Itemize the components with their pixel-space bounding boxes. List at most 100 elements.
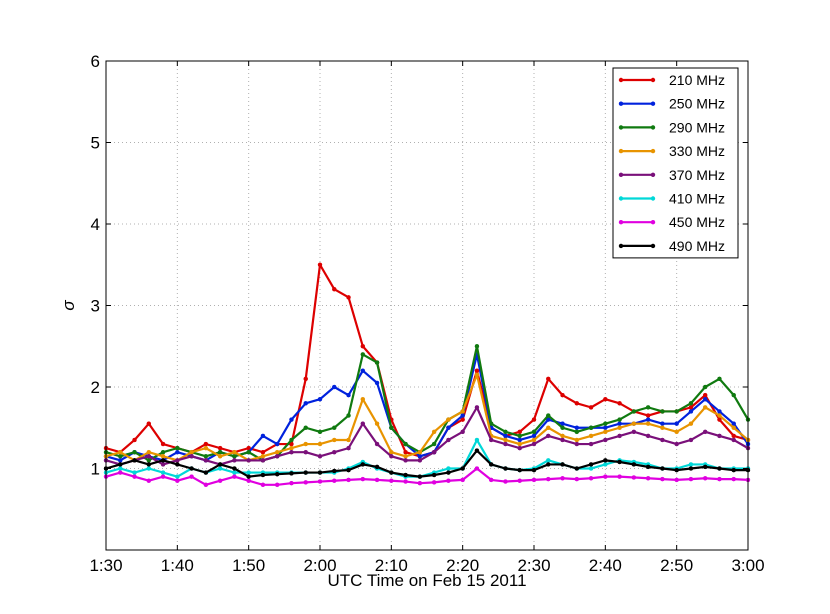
data-point [175, 445, 180, 451]
legend-marker [618, 101, 624, 106]
data-point [717, 376, 722, 382]
data-point [289, 449, 294, 455]
data-point [717, 413, 722, 418]
data-point [217, 462, 223, 467]
data-point [688, 421, 694, 426]
data-point [303, 376, 308, 382]
data-point [175, 474, 180, 479]
y-tick-label: 4 [91, 215, 100, 234]
data-point [531, 433, 537, 439]
data-point [346, 437, 351, 443]
data-point [517, 478, 522, 483]
data-point [517, 433, 522, 439]
legend-marker [618, 125, 624, 130]
data-point [560, 462, 565, 467]
legend-label: 490 MHz [669, 238, 725, 254]
data-point [289, 471, 294, 476]
data-point [574, 476, 580, 482]
data-point [546, 462, 551, 467]
data-point [303, 480, 308, 485]
data-point [132, 449, 137, 455]
data-point [431, 480, 437, 485]
data-point [374, 441, 380, 447]
data-point [217, 454, 223, 459]
data-point [560, 476, 565, 481]
data-point [417, 474, 423, 479]
data-point [560, 425, 565, 430]
data-point [346, 477, 351, 483]
data-point [203, 482, 209, 488]
data-point [731, 437, 736, 443]
legend-marker [618, 148, 624, 154]
data-point [702, 384, 708, 390]
data-point [631, 475, 637, 480]
data-point [645, 464, 651, 470]
data-point [617, 474, 622, 479]
data-point [132, 458, 137, 463]
data-point [603, 474, 608, 479]
data-point [460, 477, 465, 483]
data-point [274, 441, 280, 447]
data-point [317, 470, 323, 475]
data-point [460, 409, 465, 414]
data-point [431, 429, 437, 435]
data-point [474, 344, 480, 349]
data-point [674, 467, 679, 473]
data-point [303, 441, 308, 447]
data-point [203, 445, 209, 451]
data-point [660, 425, 665, 430]
data-point [702, 396, 708, 402]
data-point [488, 477, 494, 483]
data-point [146, 449, 152, 455]
data-point [118, 462, 123, 467]
data-point [688, 437, 694, 443]
data-point [289, 480, 294, 486]
data-point [603, 437, 608, 443]
data-point [389, 454, 394, 459]
data-point [717, 417, 722, 422]
legend-label: 330 MHz [669, 143, 725, 159]
data-point [546, 425, 551, 430]
legend-entry: 490 MHz [618, 238, 725, 254]
data-point [560, 437, 565, 443]
data-point [303, 449, 308, 455]
data-point [274, 471, 280, 477]
x-tick-label: 1:40 [161, 556, 194, 575]
data-point [503, 437, 508, 443]
data-point [617, 433, 622, 439]
data-point [118, 466, 123, 471]
data-point [731, 425, 736, 430]
legend-marker [618, 77, 624, 83]
data-point [360, 368, 366, 373]
data-point [360, 476, 366, 482]
y-tick-label: 3 [91, 297, 100, 316]
data-point [688, 466, 694, 471]
data-point [417, 454, 423, 459]
data-point [203, 470, 209, 475]
data-point [645, 476, 651, 481]
data-point [531, 477, 537, 483]
data-point [474, 466, 480, 471]
legend-marker [650, 125, 656, 130]
data-point [360, 352, 366, 357]
data-point [146, 478, 152, 483]
data-point [160, 441, 166, 447]
data-point [702, 429, 708, 435]
data-point [588, 441, 594, 447]
data-point [431, 449, 437, 455]
x-tick-label: 2:10 [375, 556, 408, 575]
data-point [260, 449, 266, 455]
x-tick-label: 2:50 [660, 556, 693, 575]
data-point [317, 441, 323, 447]
legend: 210 MHz 250 MHz 290 MHz 330 MHz 370 MHz 410 M… [612, 67, 739, 259]
data-point [232, 474, 237, 479]
legend-marker [650, 101, 656, 106]
data-point [431, 441, 437, 447]
data-point [260, 472, 266, 478]
data-point [717, 476, 722, 482]
data-point [189, 474, 194, 479]
data-point [217, 445, 223, 451]
data-point [217, 449, 223, 455]
data-point [660, 437, 665, 443]
data-point [446, 437, 451, 443]
